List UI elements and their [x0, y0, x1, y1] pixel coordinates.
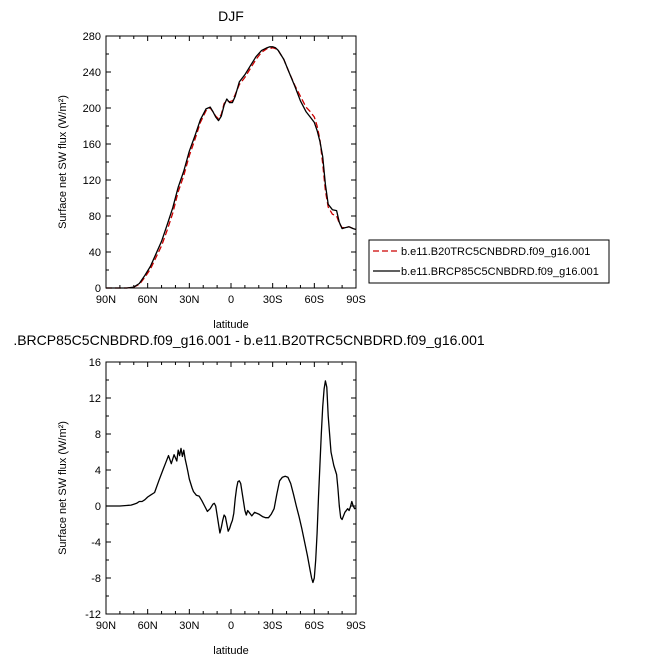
top-plot-frame — [105, 35, 357, 289]
bottom-x-tick-label: 0 — [228, 620, 234, 632]
bottom-x-tick-label: 30S — [263, 620, 283, 632]
top-y-tick-label: 120 — [83, 175, 101, 187]
top-x-tick-label: 60S — [305, 294, 325, 306]
bottom-y-tick-label: -12 — [85, 609, 101, 621]
bottom-y-axis-label: Surface net SW flux (W/m²) — [57, 421, 69, 555]
top-y-tick-label: 40 — [89, 247, 101, 259]
bottom-y-tick-label: 0 — [95, 501, 101, 513]
top-x-tick-label: 30N — [179, 294, 199, 306]
top-y-axis-label: Surface net SW flux (W/m²) — [57, 95, 69, 229]
bottom-x-axis-label: latitude — [213, 645, 248, 657]
legend-box — [368, 239, 610, 284]
bottom-plot-area: 90N 60N 30N 0 30S 60S 90S 16 12 8 4 0 -4 -8 -12 — [85, 357, 366, 632]
legend-label-historical: b.e11.B20TRC5CNBDRD.f09_g16.001 — [401, 246, 590, 258]
legend-label-rcp85: b.e11.BRCP85C5CNBDRD.f09_g16.001 — [401, 266, 599, 278]
top-x-tick-label: 90N — [96, 294, 116, 306]
bottom-y-tick-label: 12 — [89, 393, 101, 405]
bottom-x-tick-label: 90N — [96, 620, 116, 632]
top-y-tick-label: 80 — [89, 211, 101, 223]
bottom-chart-title: .BRCP85C5CNBDRD.f09_g16.001 - b.e11.B20T… — [13, 332, 485, 348]
top-series-line-0 — [106, 47, 357, 289]
top-series-line-1 — [106, 46, 357, 289]
top-y-tick-label: 240 — [83, 67, 101, 79]
bottom-y-tick-label: 4 — [95, 465, 101, 477]
top-x-tick-label: 0 — [228, 294, 234, 306]
bottom-x-tick-label: 60N — [138, 620, 158, 632]
top-x-tick-label: 60N — [138, 294, 158, 306]
top-legend: b.e11.B20TRC5CNBDRD.f09_g16.001 b.e11.BR… — [368, 239, 610, 284]
bottom-series-line-0 — [106, 380, 357, 584]
bottom-y-tick-label: 8 — [95, 429, 101, 441]
top-y-tick-label: 0 — [95, 283, 101, 295]
bottom-x-tick-label: 60S — [305, 620, 325, 632]
bottom-y-tick-label: -8 — [91, 573, 101, 585]
bottom-y-tick-label: -4 — [91, 537, 101, 549]
top-x-tick-label: 30S — [263, 294, 283, 306]
top-y-tick-label: 200 — [83, 103, 101, 115]
top-chart-title: DJF — [218, 8, 244, 24]
top-y-tick-label: 160 — [83, 139, 101, 151]
top-x-tick-label: 90S — [346, 294, 366, 306]
top-x-axis-label: latitude — [213, 319, 248, 331]
bottom-x-tick-label: 90S — [346, 620, 366, 632]
top-y-tick-label: 280 — [83, 31, 101, 43]
bottom-y-tick-label: 16 — [89, 357, 101, 369]
top-plot-area: 90N 60N 30N 0 30S 60S 90S 0 40 80 120 160 200 240 280 — [83, 31, 366, 306]
bottom-x-tick-label: 30N — [179, 620, 199, 632]
